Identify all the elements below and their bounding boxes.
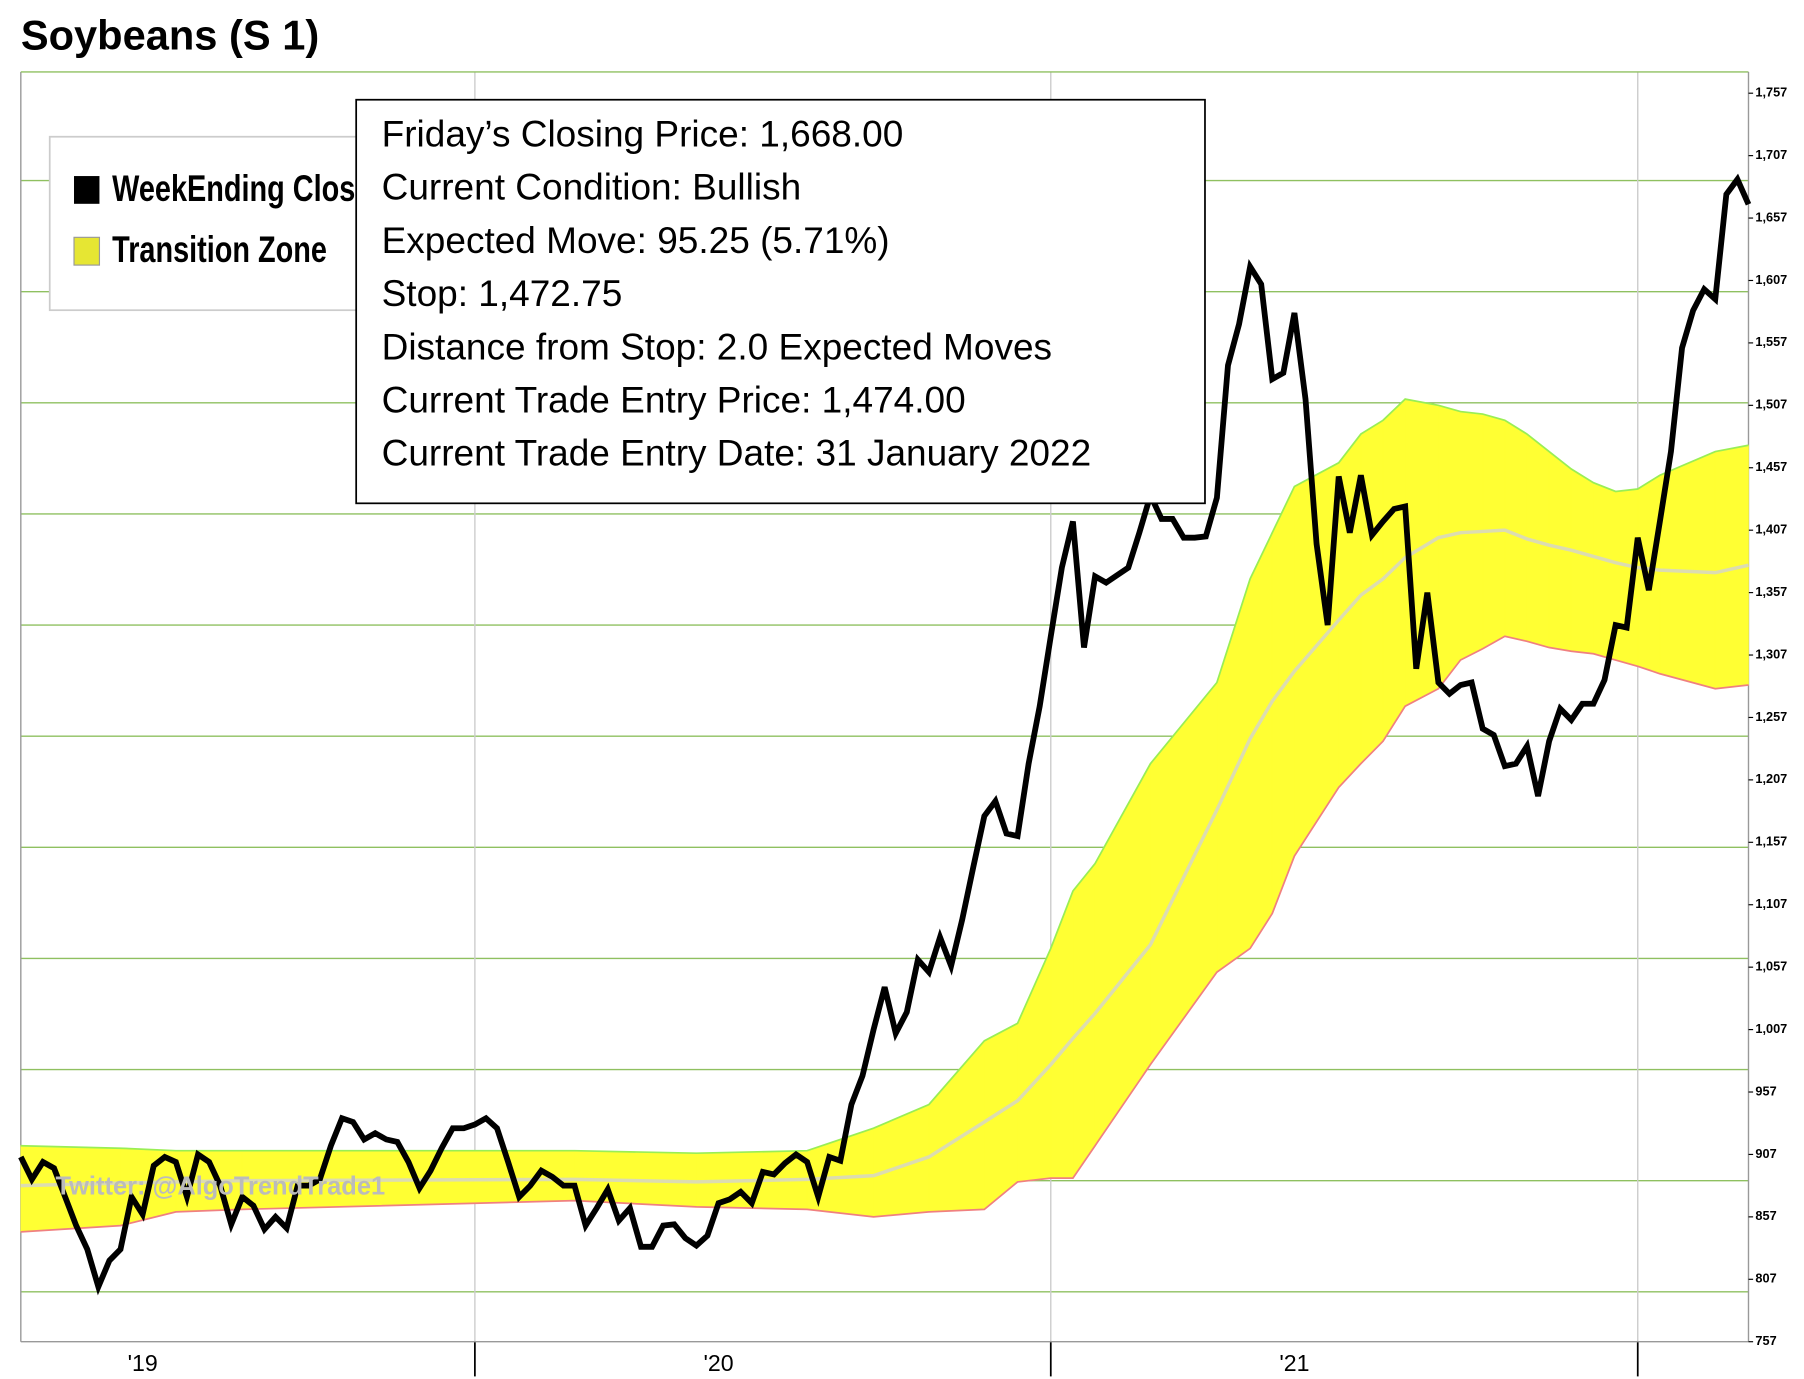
band-fill [1460,411,1484,661]
info-box: Friday’s Closing Price: 1,668.00 Current … [355,98,1206,505]
band-fill [983,1022,1018,1211]
band-fill [1249,532,1273,950]
info-line: Current Trade Entry Date: 31 January 202… [382,433,1092,474]
band-fill [1072,862,1096,1180]
band-fill [1570,468,1594,655]
y-tick-label: 1,507 [1755,397,1787,412]
band-mid [20,528,1749,1188]
y-tick-label: 1,457 [1755,459,1787,474]
y-tick-label: 857 [1755,1208,1776,1223]
band-upper [20,398,1749,1155]
y-tick-label: 1,057 [1755,959,1787,974]
info-box-frame [355,98,1206,505]
info-line: Expected Move: 95.25 (5.71%) [382,220,890,261]
y-tick-label: 1,307 [1755,646,1787,661]
close-line [18,173,1752,1296]
info-line: Friday’s Closing Price: 1,668.00 [382,114,904,155]
y-tick-label: 1,357 [1755,584,1787,599]
y-tick-label: 1,157 [1755,834,1787,849]
band-lower [20,635,1749,1233]
watermark: Twitter: @AlgoTrendTrade1 [56,1173,386,1201]
band-fill [1271,486,1295,914]
info-line: Distance from Stop: 2.0 Expected Moves [382,326,1052,367]
y-tick-label: 1,757 [1755,85,1787,100]
info-line: Stop: 1,472.75 [382,273,623,314]
y-tick-label: 1,107 [1755,896,1787,911]
chart-title: Soybeans (S 1) [21,11,319,58]
y-tick-label: 1,407 [1755,522,1787,537]
info-line: Current Trade Entry Price: 1,474.00 [382,379,966,420]
x-tick-label: '19 [128,1350,158,1376]
legend-label: WeekEnding Close [112,169,371,210]
legend-swatch [74,176,100,204]
y-tick-label: 1,207 [1755,771,1787,786]
x-tick-label: '20 [703,1350,733,1376]
y-tick-label: 1,257 [1755,709,1787,724]
y-tick-label: 1,007 [1755,1021,1787,1036]
band-fill [1438,404,1461,690]
plot [18,173,1752,1296]
x-tick-label: '21 [1279,1350,1309,1376]
legend-label: Transition Zone [112,230,327,271]
y-tick-label: 957 [1755,1083,1776,1098]
info-line: Current Condition: Bullish [382,167,802,208]
y-tick-label: 1,707 [1755,147,1787,162]
y-tick-label: 757 [1755,1333,1776,1348]
y-tick-label: 1,557 [1755,334,1787,349]
y-tick-label: 1,657 [1755,209,1787,224]
y-tick-label: 1,607 [1755,272,1787,287]
band-fill [1548,450,1572,652]
legend-swatch [73,236,101,266]
y-tick-label: 807 [1755,1271,1776,1286]
legend: WeekEnding Close Transition Zone [48,135,371,312]
y-tick-label: 907 [1755,1146,1776,1161]
legend-box [48,135,363,312]
